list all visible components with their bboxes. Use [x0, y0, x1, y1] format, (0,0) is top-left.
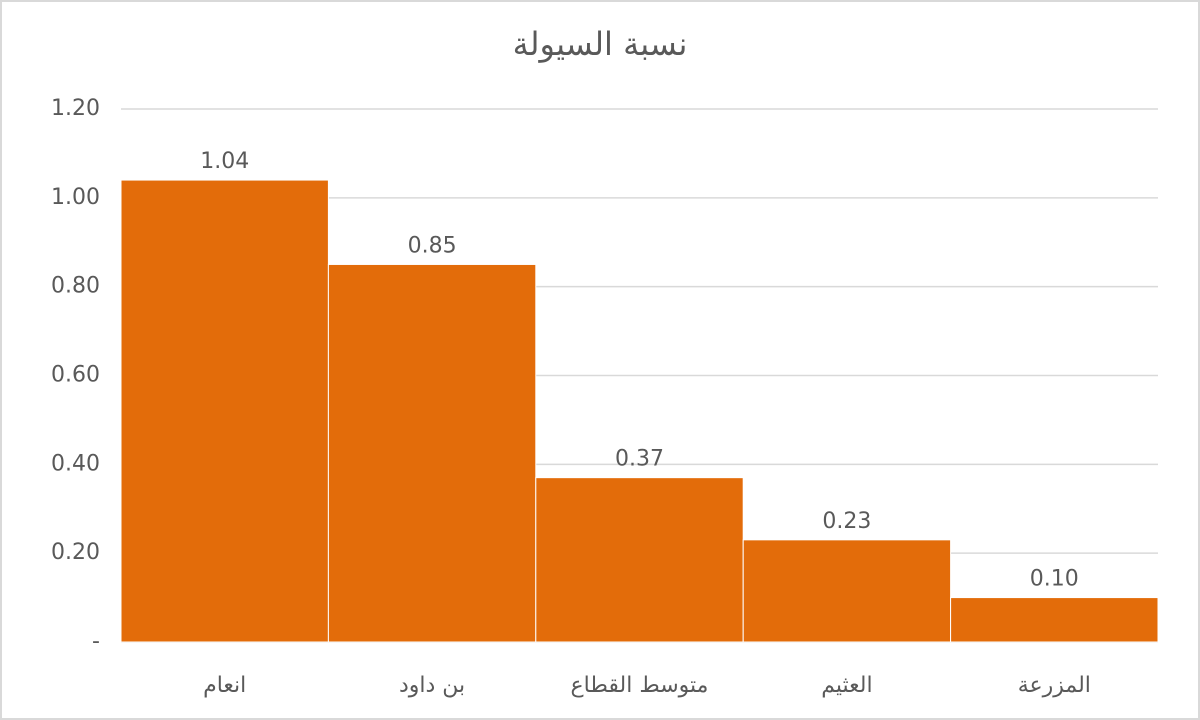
y-tick-label: 0.40: [51, 451, 100, 476]
x-tick-label: المزرعة: [1018, 673, 1091, 698]
bar: [535, 477, 744, 643]
x-tick-label: متوسط القطاع: [571, 673, 709, 698]
y-tick-label: 1.20: [51, 96, 100, 121]
x-tick-label: العثيم: [821, 673, 872, 698]
x-tick-label: بن داود: [399, 673, 465, 698]
bar: [120, 179, 329, 643]
y-tick-label: 0.80: [51, 274, 100, 299]
value-label: 0.85: [408, 233, 457, 258]
y-tick-label: 1.00: [51, 185, 100, 210]
x-tick-label: انعام: [203, 673, 246, 698]
y-tick-label: 0.60: [51, 363, 100, 388]
bar: [327, 263, 537, 643]
value-label: 0.10: [1030, 567, 1079, 592]
chart-title: نسبة السيولة: [513, 25, 688, 63]
value-label: 0.37: [615, 447, 664, 472]
y-tick-label: -: [92, 629, 100, 654]
y-tick-label: 0.20: [51, 540, 100, 565]
bar: [742, 539, 952, 643]
value-label: 0.23: [822, 509, 871, 534]
value-label: 1.04: [200, 149, 249, 174]
bar: [950, 597, 1159, 643]
